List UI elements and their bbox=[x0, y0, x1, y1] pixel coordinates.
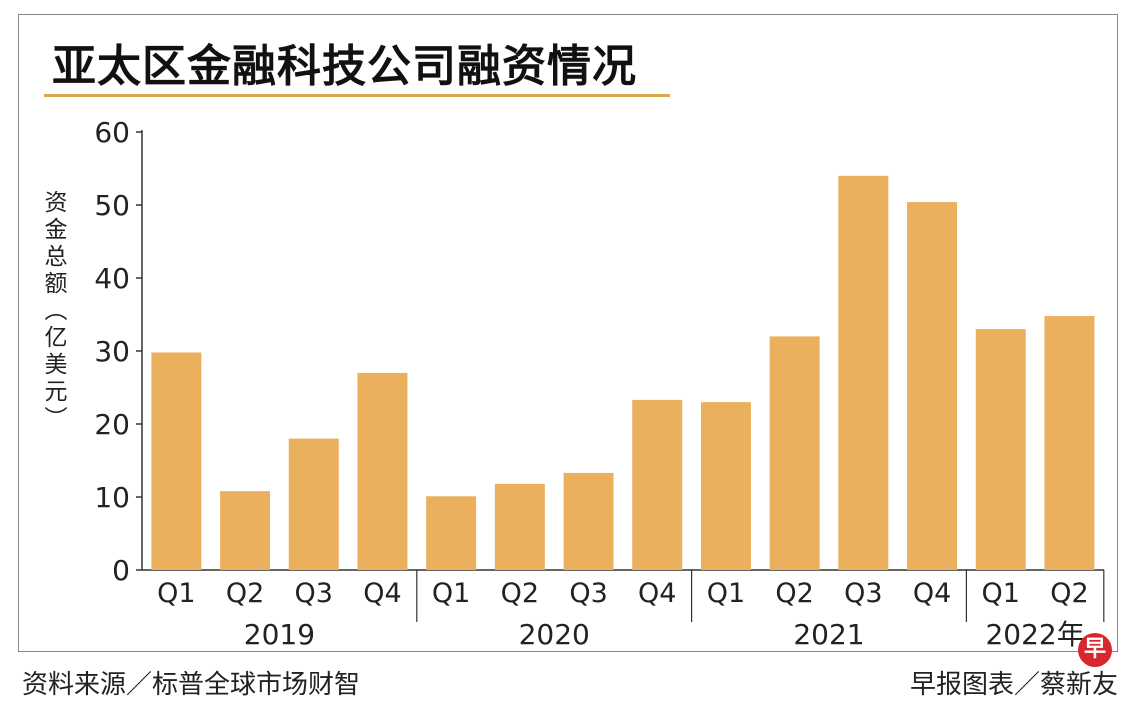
x-tick-label: Q1 bbox=[157, 578, 195, 609]
y-tick-label: 50 bbox=[94, 189, 130, 222]
x-tick-label: Q2 bbox=[775, 578, 813, 609]
bar bbox=[1044, 315, 1095, 570]
x-tick-label: Q1 bbox=[982, 578, 1020, 609]
bar bbox=[357, 372, 408, 570]
y-tick-label: 10 bbox=[94, 481, 130, 514]
bar bbox=[632, 399, 683, 570]
x-tick-label: Q1 bbox=[432, 578, 470, 609]
bar bbox=[494, 483, 545, 570]
bar bbox=[907, 202, 958, 570]
bar bbox=[769, 336, 820, 570]
x-tick-label: Q1 bbox=[707, 578, 745, 609]
x-tick-label: Q2 bbox=[1050, 578, 1088, 609]
group-label: 2019 bbox=[244, 618, 315, 651]
x-tick-label: Q3 bbox=[569, 578, 607, 609]
bar bbox=[220, 491, 271, 570]
bar bbox=[975, 329, 1026, 570]
y-tick-label: 20 bbox=[94, 408, 130, 441]
bar bbox=[426, 496, 477, 570]
bar bbox=[700, 402, 751, 570]
x-tick-label: Q4 bbox=[913, 578, 951, 609]
title-underline bbox=[44, 94, 670, 97]
x-tick-label: Q3 bbox=[295, 578, 333, 609]
bar bbox=[151, 352, 202, 570]
group-label: 2021 bbox=[793, 618, 864, 651]
group-label: 2020 bbox=[519, 618, 590, 651]
y-tick-label: 60 bbox=[94, 116, 130, 149]
y-tick-label: 40 bbox=[94, 262, 130, 295]
x-tick-label: Q2 bbox=[226, 578, 264, 609]
source-note: 资料来源／标普全球市场财智 bbox=[22, 670, 361, 700]
bar bbox=[288, 438, 339, 570]
y-tick-label: 0 bbox=[112, 554, 130, 587]
x-tick-label: Q3 bbox=[844, 578, 882, 609]
bar bbox=[563, 472, 614, 570]
x-tick-label: Q4 bbox=[363, 578, 401, 609]
y-tick-label: 30 bbox=[94, 335, 130, 368]
page-title: 亚太区金融科技公司融资情况 bbox=[52, 41, 637, 92]
brand-logo: 早 bbox=[1078, 633, 1112, 667]
x-tick-label: Q4 bbox=[638, 578, 676, 609]
y-axis-label: 资金总额（亿美元） bbox=[40, 190, 66, 433]
group-label: 2022年 bbox=[985, 618, 1084, 651]
x-tick-label: Q2 bbox=[501, 578, 539, 609]
credit-note: 早报图表／蔡新友 bbox=[909, 670, 1118, 700]
bar bbox=[838, 175, 889, 571]
